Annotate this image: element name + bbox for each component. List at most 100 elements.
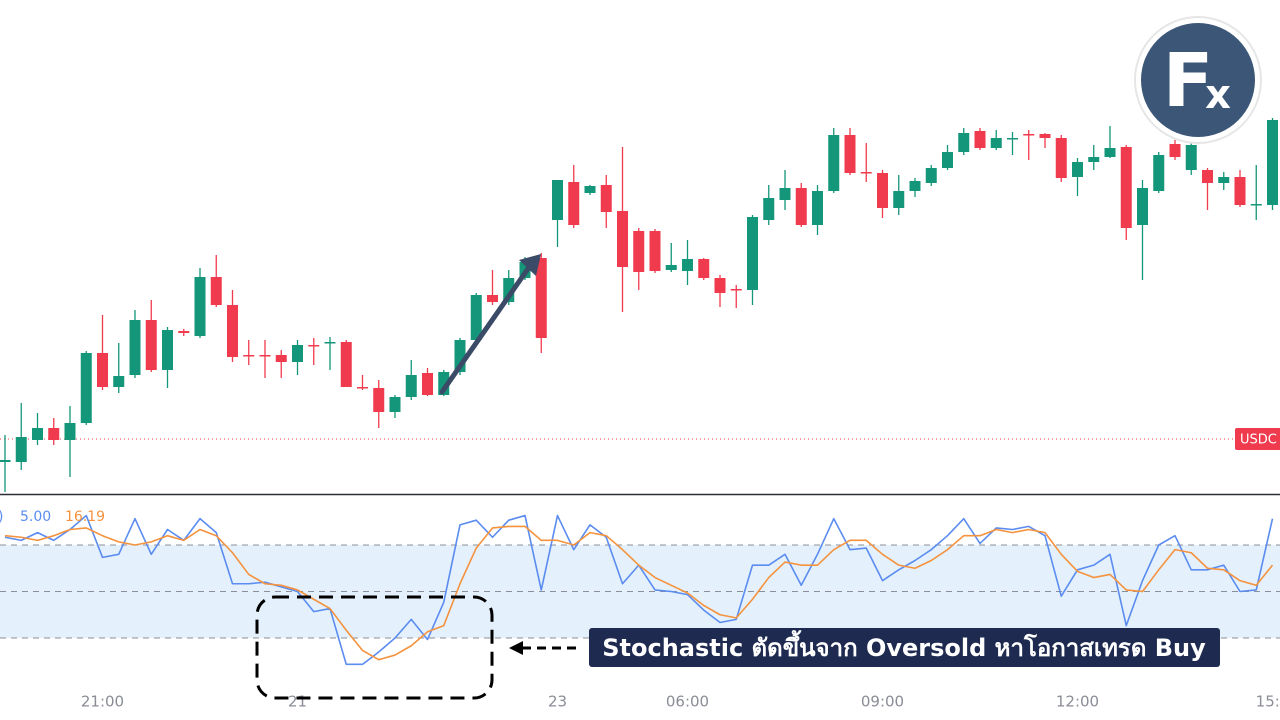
stochastic-line	[4, 525, 1274, 661]
candle-body	[1169, 144, 1181, 157]
candle-body	[990, 138, 1002, 148]
candle-body	[828, 135, 840, 191]
candle-body	[1039, 134, 1051, 138]
candle-body	[795, 188, 807, 225]
x-tick-label: 21	[288, 693, 307, 711]
candle-body	[1055, 138, 1067, 178]
price-tag	[1235, 428, 1280, 450]
candle-body	[1153, 155, 1165, 191]
candle-body	[210, 277, 222, 305]
candle-body	[600, 185, 612, 212]
candle-body	[178, 331, 190, 333]
annotation-box	[589, 628, 1220, 667]
candle-body	[1088, 157, 1100, 162]
candle-body	[552, 180, 563, 220]
candle-body	[324, 342, 336, 344]
candle-body	[568, 182, 580, 225]
candle-body	[649, 231, 661, 271]
candle-body	[942, 152, 953, 168]
candle-body	[389, 397, 401, 412]
candle-body	[633, 231, 645, 272]
candle-body	[227, 305, 238, 357]
candle-body	[763, 198, 775, 220]
candle-body	[162, 330, 173, 370]
candle-body	[1234, 177, 1246, 205]
candle-body	[15, 437, 27, 462]
candle-body	[1023, 134, 1035, 136]
candle-body	[925, 168, 937, 183]
candle-body	[405, 375, 417, 397]
candle-body	[0, 460, 11, 462]
legend-entry: 5.00	[20, 509, 51, 525]
candle-body	[80, 353, 92, 423]
candle-body	[1137, 188, 1148, 225]
trend-arrow	[439, 260, 535, 395]
candle-body	[1007, 138, 1018, 140]
pointer-arrowhead	[509, 641, 523, 655]
candle-body	[1267, 120, 1278, 205]
x-tick-label: 06:00	[666, 693, 709, 711]
candle-body	[113, 376, 125, 387]
candle-body	[747, 217, 758, 290]
candle-body	[32, 428, 43, 440]
candle-body	[243, 355, 255, 357]
logo-subscript: x	[1205, 72, 1231, 118]
candle-body	[958, 133, 970, 152]
candle-body	[470, 295, 482, 340]
candle-body	[1218, 177, 1230, 183]
candle-body	[1250, 204, 1262, 206]
candle-body	[877, 173, 888, 208]
candle-body	[1120, 147, 1132, 228]
candle-body	[438, 372, 450, 395]
candle-body	[129, 320, 141, 375]
candle-body	[292, 345, 303, 362]
x-tick-label: 12:00	[1056, 693, 1099, 711]
x-tick-label: 21:00	[81, 693, 124, 711]
candle-body	[259, 355, 271, 357]
candle-body	[698, 259, 710, 278]
candle-body	[860, 172, 872, 174]
candle-body	[97, 353, 108, 387]
legend-entry: 16.19	[65, 509, 105, 525]
x-tick-label: 23	[548, 693, 567, 711]
candle-body	[275, 355, 287, 362]
candle-body	[64, 423, 76, 440]
candle-body	[340, 342, 352, 387]
x-tick-label: 15:0	[1256, 693, 1280, 711]
candle-body	[373, 388, 385, 412]
logo-badge	[1141, 23, 1255, 137]
candle-body	[1072, 162, 1083, 177]
candle-body	[665, 265, 677, 270]
annotation-text: Stochastic ตัดขึ้นจาก Oversold หาโอกาสเท…	[602, 629, 1206, 662]
candle-body	[487, 295, 498, 302]
candle-body	[714, 278, 726, 293]
price-tag-label: USDC	[1240, 433, 1277, 448]
candle-body	[357, 387, 368, 389]
candle-body	[535, 258, 547, 338]
candle-body	[503, 278, 515, 302]
candle-body	[1185, 145, 1197, 170]
candle-body	[909, 181, 921, 191]
candle-body	[1104, 148, 1116, 157]
candle-body	[584, 186, 596, 193]
candle-body	[844, 135, 856, 173]
logo-letter: F	[1163, 38, 1214, 124]
candle-body	[145, 320, 157, 370]
candle-body	[454, 340, 466, 372]
candle-body	[730, 289, 742, 291]
candle-body	[974, 131, 986, 148]
candle-body	[48, 428, 60, 440]
candle-body	[893, 191, 905, 208]
candle-body	[422, 373, 433, 395]
candle-body	[682, 259, 693, 271]
candle-body	[779, 188, 791, 200]
candle-body	[617, 211, 628, 267]
candle-body	[1202, 170, 1213, 183]
highlight-box	[255, 595, 494, 700]
candle-body	[308, 345, 320, 347]
x-tick-label: 09:00	[861, 693, 904, 711]
candle-body	[194, 277, 206, 336]
indicator-header: )	[0, 509, 3, 525]
